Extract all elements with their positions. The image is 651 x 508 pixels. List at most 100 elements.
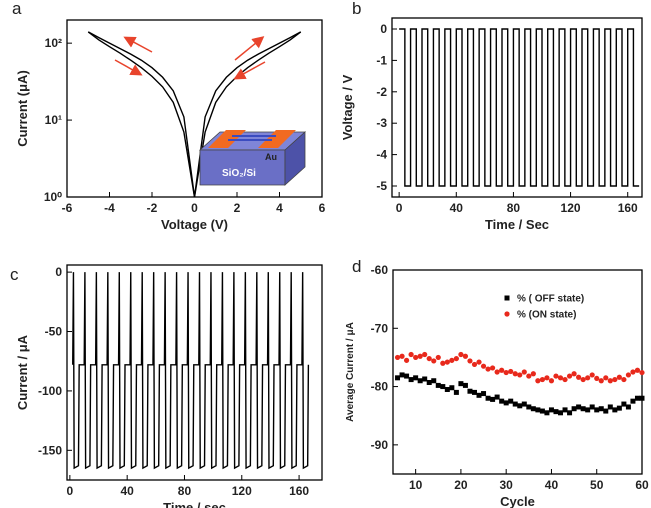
x-tick-label: 80 (178, 484, 192, 498)
point (535, 407, 541, 413)
point (625, 404, 631, 410)
point (571, 406, 577, 412)
point (413, 375, 419, 381)
y-tick-label: -90 (371, 438, 389, 452)
inset-label: Au (265, 152, 277, 162)
point (413, 354, 419, 361)
point (616, 374, 622, 380)
x-tick-label: 40 (450, 201, 464, 215)
point (616, 405, 622, 411)
x-tick-label: 120 (561, 201, 581, 215)
point (471, 389, 477, 395)
point (521, 401, 527, 407)
arrow (234, 36, 265, 61)
x-tick-label: 160 (289, 484, 309, 498)
point (440, 384, 446, 390)
x-tick-label: 120 (232, 484, 252, 498)
point (539, 408, 545, 414)
point (634, 367, 641, 373)
point (490, 365, 496, 371)
x-tick-label: 0 (191, 201, 198, 215)
point (553, 409, 559, 415)
y-tick-label: 0 (380, 22, 387, 36)
point (408, 351, 414, 358)
point (462, 382, 468, 388)
point (408, 377, 414, 383)
x-tick-label: -2 (147, 201, 158, 215)
y-tick-label: -80 (371, 380, 389, 394)
point (548, 378, 555, 384)
x-tick-label: -4 (104, 201, 115, 215)
point (490, 396, 496, 402)
x-axis-label: Time / Sec (485, 217, 549, 232)
point (526, 373, 532, 379)
point (634, 395, 640, 401)
point (521, 369, 527, 375)
point (476, 392, 482, 398)
y-tick-label: -60 (371, 263, 389, 277)
point (426, 355, 432, 362)
point (589, 404, 595, 410)
x-tick-label: 0 (67, 484, 74, 498)
inset-device: Au SiO₂/Si (198, 130, 307, 186)
point (580, 376, 586, 383)
panel-label: d (352, 257, 361, 276)
point (612, 407, 618, 413)
point (512, 401, 518, 407)
point (508, 368, 514, 375)
y-axis-label: Voltage / V (340, 74, 355, 140)
y-tick-label: -1 (376, 53, 387, 67)
x-tick-label: 30 (500, 478, 514, 492)
point (566, 373, 573, 379)
point (598, 378, 604, 384)
point (594, 407, 600, 413)
arrows (114, 36, 266, 80)
arrow (123, 36, 153, 53)
point (535, 378, 541, 384)
point (499, 398, 505, 404)
panel: c 0 40 80 120 160 0 -50 -100 -150 Time / sec Curren… (10, 264, 323, 508)
x-tick-label: 160 (618, 201, 638, 215)
panel-label: b (352, 0, 361, 18)
point (621, 401, 627, 407)
point (458, 351, 464, 358)
arrow (114, 59, 143, 76)
point (589, 372, 595, 378)
point (553, 373, 559, 379)
point (508, 398, 514, 404)
point (417, 378, 423, 384)
point (530, 406, 536, 412)
point (422, 376, 428, 382)
point (530, 371, 536, 377)
point (639, 369, 645, 376)
point (585, 375, 591, 381)
x-tick-label: 40 (545, 478, 559, 492)
point (603, 408, 609, 414)
legend-label: % ( OFF state) (517, 294, 584, 305)
point (453, 355, 459, 362)
point (395, 375, 401, 381)
y-tick-label: -150 (38, 443, 62, 457)
plot-frame (391, 17, 643, 198)
y-tick-label: -5 (376, 179, 387, 193)
point (603, 375, 609, 381)
y-tick-label: 0 (55, 265, 62, 279)
point (499, 367, 505, 373)
data-line (87, 31, 302, 198)
x-tick-label: -6 (62, 201, 73, 215)
x-tick-label: 2 (234, 201, 241, 215)
point (612, 376, 618, 383)
point (607, 378, 613, 384)
point (481, 391, 487, 397)
panel-label: c (10, 265, 19, 284)
point (539, 376, 546, 383)
point (485, 366, 491, 372)
x-axis-label: Cycle (500, 494, 535, 508)
point (544, 410, 550, 416)
point (594, 375, 600, 382)
point (625, 372, 632, 378)
x-tick-label: 40 (120, 484, 134, 498)
x-axis-label: Time / sec (163, 500, 226, 508)
y-tick-label: -100 (38, 384, 62, 398)
